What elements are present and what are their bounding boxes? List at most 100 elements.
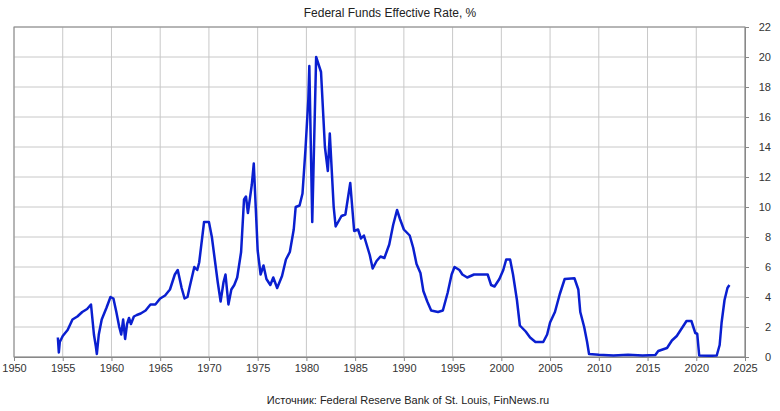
chart: 1950 1955 1960 1965 1970 1975 1980 1985 1990 1995…	[0, 0, 780, 411]
y-grid-line	[14, 117, 745, 118]
y-tick-mark	[745, 27, 749, 28]
x-tick-label: 1990	[392, 362, 416, 374]
x-grid-line	[501, 27, 502, 357]
y-tick-label: 18	[759, 81, 771, 93]
y-tick: 8	[745, 231, 771, 243]
x-tick: 1960	[100, 357, 124, 374]
y-tick-mark	[745, 237, 749, 238]
y-tick-label: 6	[765, 261, 771, 273]
y-tick-mark	[745, 267, 749, 268]
x-tick: 1955	[51, 357, 75, 374]
y-tick-label: 2	[765, 321, 771, 333]
y-tick: 0	[745, 351, 771, 363]
y-tick-label: 12	[759, 171, 771, 183]
y-tick-mark	[745, 57, 749, 58]
y-tick: 16	[745, 111, 771, 123]
x-tick: 1990	[392, 357, 416, 374]
x-tick-mark	[355, 357, 356, 361]
y-tick: 4	[745, 291, 771, 303]
y-tick-label: 16	[759, 111, 771, 123]
x-tick-mark	[160, 357, 161, 361]
x-grid-line	[62, 27, 63, 357]
x-tick-label: 1980	[295, 362, 319, 374]
x-tick: 2025	[733, 357, 757, 374]
x-tick-mark	[696, 357, 697, 361]
x-tick-mark	[599, 357, 600, 361]
y-tick: 12	[745, 171, 771, 183]
y-tick: 2	[745, 321, 771, 333]
y-axis: 0 2 4 6 8 10 12 14 16 18 20 22	[745, 21, 771, 363]
y-tick-label: 22	[759, 21, 771, 33]
x-tick-mark	[404, 357, 405, 361]
x-grid-line	[452, 27, 453, 357]
x-tick-mark	[648, 357, 649, 361]
y-tick: 10	[745, 201, 771, 213]
x-tick: 2010	[587, 357, 611, 374]
x-grid-line	[355, 27, 356, 357]
y-tick-mark	[745, 207, 749, 208]
x-tick-mark	[14, 357, 15, 361]
y-grid-line	[14, 267, 745, 268]
x-tick-mark	[258, 357, 259, 361]
x-tick-label: 2010	[587, 362, 611, 374]
x-grid-line	[403, 27, 404, 357]
y-tick-label: 14	[759, 141, 771, 153]
x-tick: 2015	[636, 357, 660, 374]
x-tick: 2000	[490, 357, 514, 374]
x-tick-label: 1960	[100, 362, 124, 374]
y-tick-label: 4	[765, 291, 771, 303]
y-tick-mark	[745, 147, 749, 148]
y-grid-line	[14, 177, 745, 178]
x-tick-label: 1965	[148, 362, 172, 374]
x-grid-line	[257, 27, 258, 357]
x-tick-label: 2025	[733, 362, 757, 374]
x-tick-mark	[209, 357, 210, 361]
x-tick: 1965	[148, 357, 172, 374]
y-grid-line	[14, 207, 745, 208]
grid	[14, 27, 745, 357]
y-tick-mark	[745, 357, 749, 358]
x-tick: 1985	[343, 357, 367, 374]
y-tick-label: 0	[765, 351, 771, 363]
y-tick-label: 10	[759, 201, 771, 213]
y-tick-mark	[745, 297, 749, 298]
x-grid-line	[598, 27, 599, 357]
y-tick-mark	[745, 177, 749, 178]
x-tick-label: 1985	[343, 362, 367, 374]
x-tick-label: 1970	[197, 362, 221, 374]
y-tick: 14	[745, 141, 771, 153]
y-tick: 6	[745, 261, 771, 273]
x-axis-line	[15, 358, 746, 362]
x-tick-label: 2020	[685, 362, 709, 374]
y-tick-label: 8	[765, 231, 771, 243]
x-tick-label: 1955	[51, 362, 75, 374]
x-tick-mark	[550, 357, 551, 361]
x-tick-label: 1995	[441, 362, 465, 374]
x-grid-line	[160, 27, 161, 357]
x-tick: 1970	[197, 357, 221, 374]
x-grid-line	[696, 27, 697, 357]
x-grid-line	[111, 27, 112, 357]
plot-frame	[14, 27, 745, 357]
x-grid-line	[306, 27, 307, 357]
x-tick: 1950	[2, 357, 26, 374]
y-grid-line	[14, 297, 745, 298]
y-grid-line	[14, 237, 745, 238]
x-tick-mark	[501, 357, 502, 361]
x-tick-mark	[306, 357, 307, 361]
y-grid-line	[14, 87, 745, 88]
plot-area	[58, 57, 730, 356]
y-grid-line	[14, 57, 745, 58]
x-tick-mark	[111, 357, 112, 361]
x-grid-line	[208, 27, 209, 357]
x-grid-line	[647, 27, 648, 357]
x-tick: 2005	[538, 357, 562, 374]
x-tick-mark	[63, 357, 64, 361]
y-tick-label: 20	[759, 51, 771, 63]
x-axis: 1950 1955 1960 1965 1970 1975 1980 1985 1990 1995…	[2, 357, 757, 374]
source-note: Источник: Federal Reserve Bank of St. Lo…	[267, 394, 549, 406]
data-line	[58, 57, 730, 356]
x-tick: 2020	[685, 357, 709, 374]
x-tick: 1980	[295, 357, 319, 374]
x-tick-label: 1975	[246, 362, 270, 374]
